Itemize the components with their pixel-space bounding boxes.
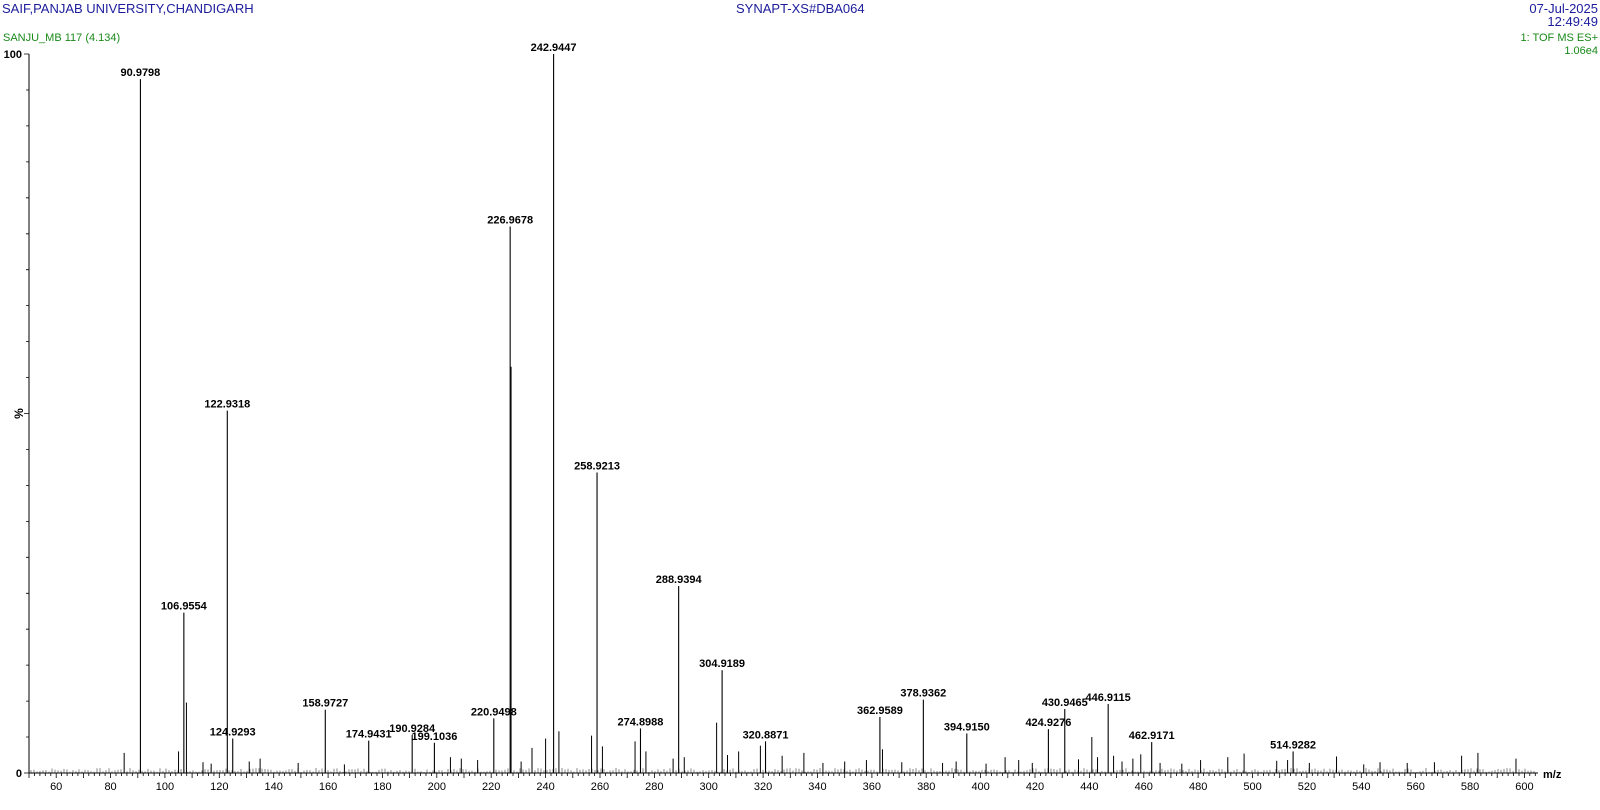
peak-label: 106.9554 (161, 601, 208, 613)
x-tick-label: 380 (917, 781, 935, 793)
x-axis-minor-ticks (28, 773, 1536, 778)
peak-label: 394.9150 (944, 721, 990, 733)
x-tick-label: 540 (1352, 781, 1370, 793)
x-tick-label: 180 (373, 781, 391, 793)
scan-function-label: 1: TOF MS ES+ (1520, 32, 1598, 44)
x-tick-label: 140 (265, 781, 283, 793)
x-tick-label: 320 (754, 781, 772, 793)
x-tick-label: 500 (1243, 781, 1261, 793)
institution-title: SAIF,PANJAB UNIVERSITY,CHANDIGARH (2, 1, 254, 16)
x-tick-label: 460 (1135, 781, 1153, 793)
x-tick-label: 120 (210, 781, 228, 793)
x-tick-label: 400 (971, 781, 989, 793)
peak-label: 124.9293 (210, 726, 256, 738)
x-tick-label: 340 (808, 781, 826, 793)
y-tick-label: 100 (4, 49, 22, 61)
x-tick-label: 80 (104, 781, 116, 793)
x-tick-label: 520 (1298, 781, 1316, 793)
x-tick-label: 600 (1515, 781, 1533, 793)
x-tick-label: 200 (428, 781, 446, 793)
peak-label: 320.8871 (743, 729, 789, 741)
x-tick-label: 360 (863, 781, 881, 793)
peak-label: 304.9189 (699, 658, 745, 670)
acquisition-time: 12:49:49 (1547, 14, 1598, 29)
peak-label: 258.9213 (574, 460, 620, 472)
peak-label: 288.9394 (656, 574, 703, 586)
x-tick-label: 240 (536, 781, 554, 793)
peak-label: 174.9431 (346, 729, 392, 741)
peak-label: 220.9498 (471, 706, 517, 718)
peak-label: 274.8988 (618, 716, 664, 728)
peak-label: 446.9115 (1086, 692, 1131, 704)
peak-label: 378.9362 (900, 688, 946, 700)
peak-label: 242.9447 (531, 42, 577, 54)
axes: 60 80 100 120 140 160 180 200 220 240 260 280 300 320… (4, 49, 1562, 793)
peak-labels: 90.9798 106.9554 122.9318 124.9293 158.9727 1… (121, 42, 1317, 751)
y-axis-ticks (24, 53, 29, 774)
peak-label: 462.9171 (1129, 730, 1175, 742)
peak-label: 190.9284 (389, 723, 436, 735)
x-tick-label: 300 (700, 781, 718, 793)
x-tick-label: 480 (1189, 781, 1207, 793)
peak-label: 122.9318 (204, 399, 250, 411)
acquisition-date: 07-Jul-2025 (1529, 1, 1598, 16)
x-tick-label: 220 (482, 781, 500, 793)
x-axis-label: m/z (1543, 769, 1562, 781)
sample-label: SANJU_MB 117 (4.134) (3, 32, 121, 44)
x-tick-label: 260 (591, 781, 609, 793)
peak-label: 514.9282 (1270, 739, 1316, 751)
peak-label: 430.9465 (1042, 697, 1088, 709)
base-intensity-label: 1.06e4 (1564, 45, 1598, 57)
peak-label: 90.9798 (121, 67, 161, 79)
y-tick-label: 0 (16, 768, 22, 780)
instrument-file-title: SYNAPT-XS#DBA064 (736, 1, 865, 16)
y-axis-label: % (12, 408, 26, 419)
x-tick-label: 160 (319, 781, 337, 793)
spectrum-peaks (123, 54, 1517, 773)
peak-label: 199.1036 (411, 731, 457, 743)
x-tick-label: 580 (1461, 781, 1479, 793)
peak-label: 226.9678 (487, 215, 533, 227)
x-tick-label: 440 (1080, 781, 1098, 793)
x-tick-label: 560 (1406, 781, 1424, 793)
peak-label: 158.9727 (302, 698, 348, 710)
x-tick-label: 100 (156, 781, 174, 793)
x-tick-label: 60 (50, 781, 62, 793)
peak-label: 424.9276 (1025, 717, 1071, 729)
peak-label: 362.9589 (857, 705, 903, 717)
x-tick-label: 420 (1026, 781, 1044, 793)
x-tick-label: 280 (645, 781, 663, 793)
